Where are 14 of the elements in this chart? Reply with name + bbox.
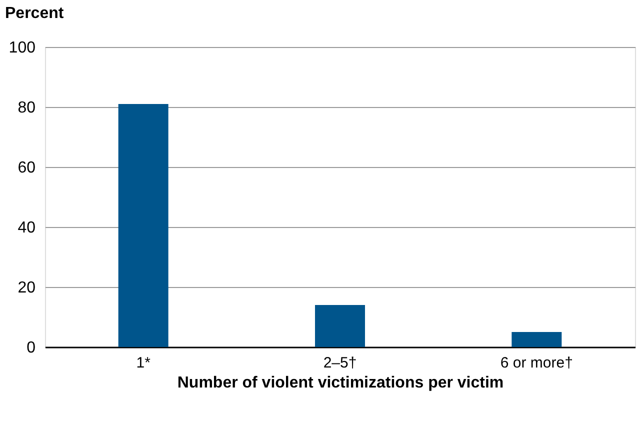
x-tick-label: 6 or more† bbox=[500, 354, 573, 372]
y-tick-label: 0 bbox=[26, 340, 36, 356]
y-tick-label: 100 bbox=[8, 40, 36, 56]
bar bbox=[315, 305, 365, 347]
y-axis-title: Percent bbox=[5, 5, 64, 22]
y-tick-label: 20 bbox=[18, 280, 36, 296]
bar bbox=[512, 332, 562, 347]
x-tick-label: 2–5† bbox=[323, 354, 357, 372]
y-tick-label: 40 bbox=[18, 220, 36, 236]
y-tick-label: 80 bbox=[18, 100, 36, 116]
bar bbox=[118, 104, 168, 347]
x-tick-label: 1* bbox=[136, 354, 151, 372]
y-tick-label: 60 bbox=[18, 160, 36, 176]
x-axis-title: Number of violent victimizations per victim bbox=[177, 374, 504, 392]
